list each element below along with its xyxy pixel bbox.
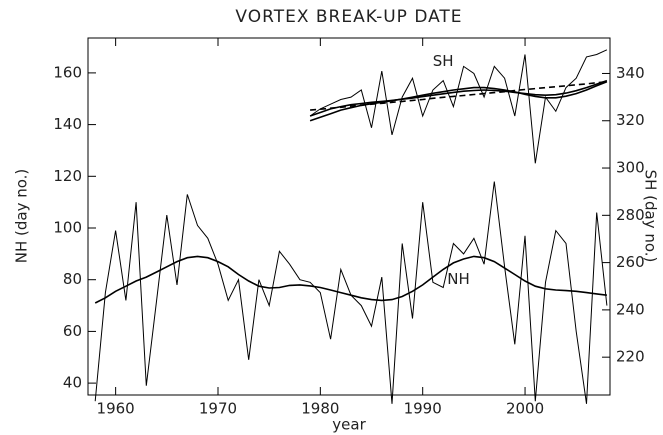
x-tick-label: 2000 (506, 400, 544, 418)
y-tick-label: 140 (53, 115, 82, 133)
x-tick-label: 1960 (97, 400, 135, 418)
x-tick-label: 1980 (301, 400, 339, 418)
x-axis-label: year (332, 416, 366, 434)
y2-tick-label: 260 (616, 253, 645, 271)
series-label: SH (433, 52, 454, 70)
x-tick-label: 1990 (404, 400, 442, 418)
data-line (309, 49, 608, 164)
y-tick-label: 80 (63, 270, 82, 288)
smooth-line (309, 79, 608, 117)
y2-tick-label: 280 (616, 206, 645, 224)
y2-axis-label: SH (day no.) (642, 170, 660, 263)
y-axis-label: NH (day no.) (13, 169, 31, 264)
smooth-line (94, 255, 608, 304)
series-label: NH (447, 270, 470, 288)
y2-tick-label: 220 (616, 348, 645, 366)
y-tick-label: 40 (63, 374, 82, 392)
y2-tick-label: 240 (616, 300, 645, 318)
y2-tick-label: 340 (616, 64, 645, 82)
data-line (94, 181, 608, 404)
smooth-line (309, 80, 608, 122)
y-tick-label: 160 (53, 63, 82, 81)
y2-tick-label: 320 (616, 111, 645, 129)
chart-title: VORTEX BREAK-UP DATE (235, 7, 462, 27)
y-tick-label: 100 (53, 219, 82, 237)
plot-frame (87, 37, 611, 396)
y-tick-label: 60 (63, 322, 82, 340)
x-tick-label: 1970 (199, 400, 237, 418)
y-tick-label: 120 (53, 167, 82, 185)
y2-tick-label: 300 (616, 159, 645, 177)
